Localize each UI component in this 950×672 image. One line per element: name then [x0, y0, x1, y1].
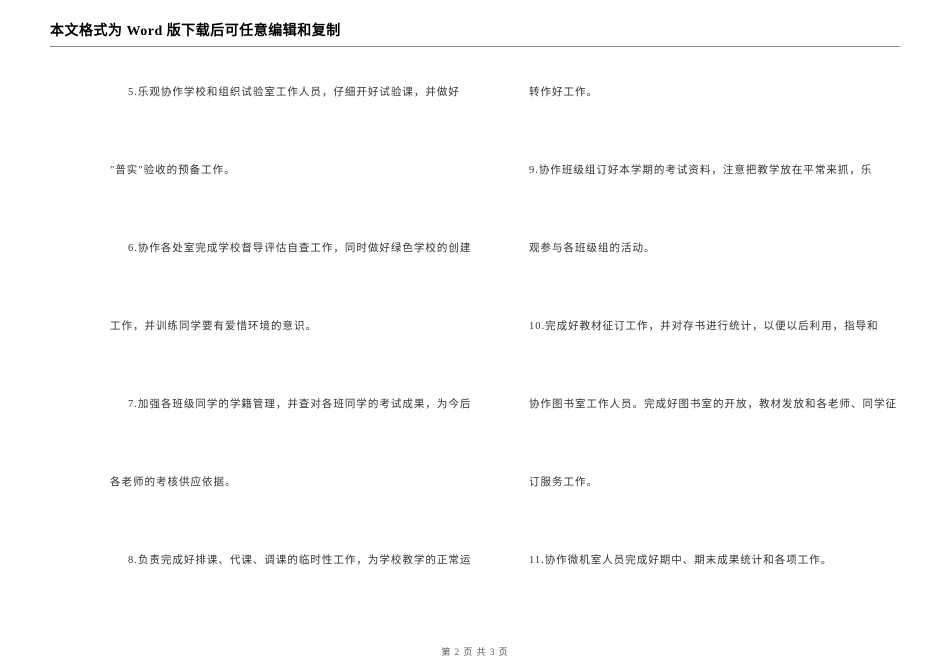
page-footer: 第 2 页 共 3 页 — [0, 645, 950, 658]
left-column: 5.乐观协作学校和组织试验室工作人员，仔细开好试验课，并做好 "普实"验收的预备… — [50, 83, 499, 629]
document-page: 本文格式为 Word 版下载后可任意编辑和复制 5.乐观协作学校和组织试验室工作… — [0, 0, 950, 629]
paragraph: 协作图书室工作人员。完成好图书室的开放，教材发放和各老师、同学征 — [529, 395, 900, 415]
content-columns: 5.乐观协作学校和组织试验室工作人员，仔细开好试验课，并做好 "普实"验收的预备… — [50, 83, 900, 629]
paragraph: 工作，并训练同学要有爱惜环境的意识。 — [110, 317, 499, 337]
paragraph: 10.完成好教材征订工作，并对存书进行统计，以便以后利用，指导和 — [529, 317, 900, 337]
paragraph: 观参与各班级组的活动。 — [529, 239, 900, 259]
paragraph: 8.负责完成好排课、代课、调课的临时性工作，为学校教学的正常运 — [128, 551, 499, 571]
paragraph: 11.协作微机室人员完成好期中、期末成果统计和各项工作。 — [529, 551, 900, 571]
paragraph: 订服务工作。 — [529, 473, 900, 493]
paragraph: 9.协作班级组订好本学期的考试资料，注意把教学放在平常来抓，乐 — [529, 161, 900, 181]
paragraph: 5.乐观协作学校和组织试验室工作人员，仔细开好试验课，并做好 — [128, 83, 499, 103]
right-column: 转作好工作。 9.协作班级组订好本学期的考试资料，注意把教学放在平常来抓，乐 观… — [529, 83, 900, 629]
paragraph: 7.加强各班级同学的学籍管理，并查对各班同学的考试成果，为今后 — [128, 395, 499, 415]
paragraph: "普实"验收的预备工作。 — [110, 161, 499, 181]
page-header: 本文格式为 Word 版下载后可任意编辑和复制 — [50, 20, 900, 47]
paragraph: 各老师的考核供应依据。 — [110, 473, 499, 493]
paragraph: 6.协作各处室完成学校督导评估自查工作，同时做好绿色学校的创建 — [128, 239, 499, 259]
paragraph: 转作好工作。 — [529, 83, 900, 103]
